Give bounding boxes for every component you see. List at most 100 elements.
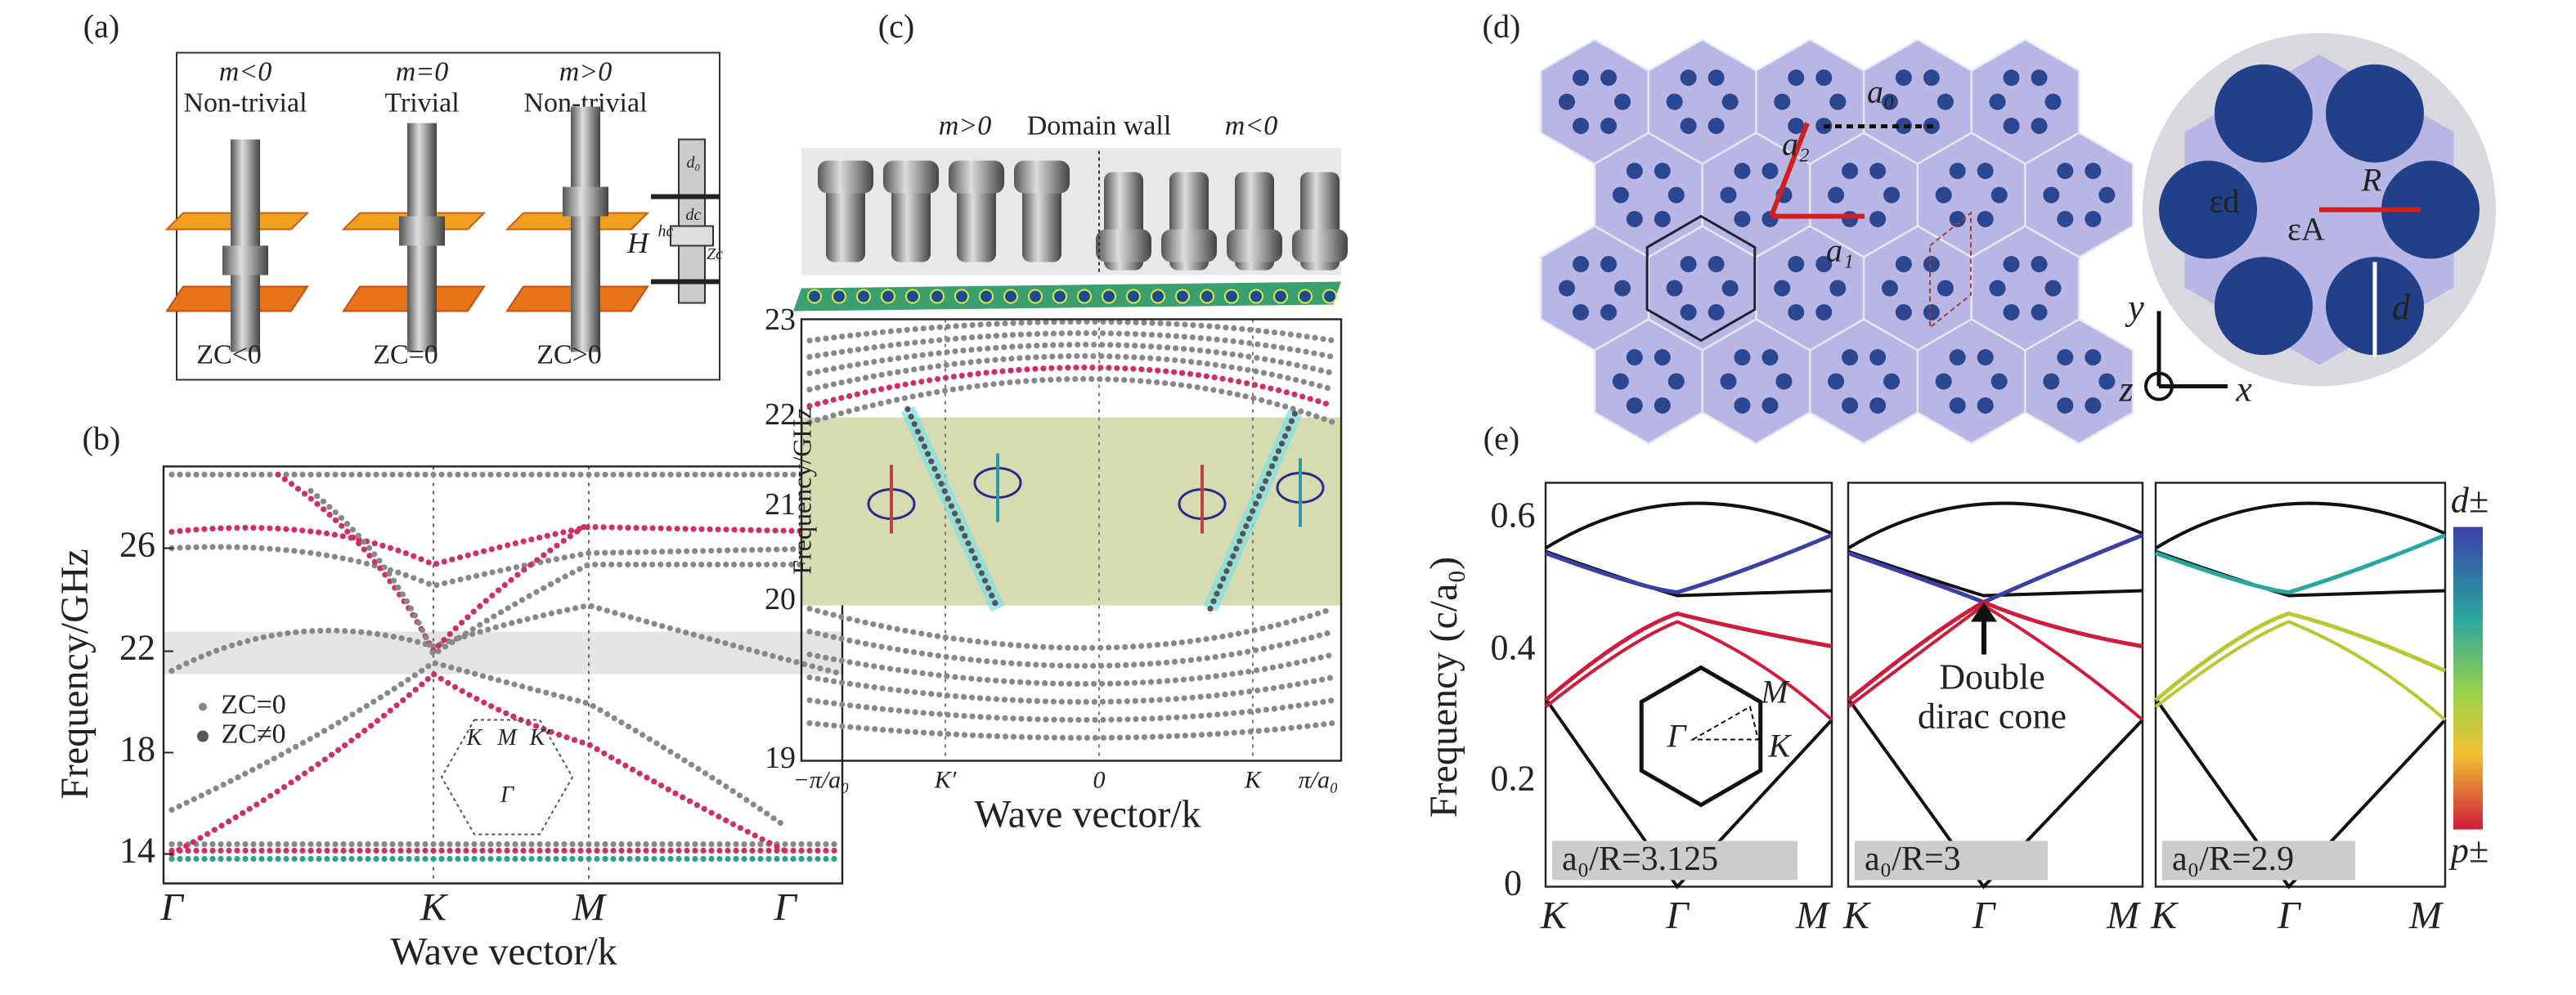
rod-dot xyxy=(2098,373,2116,390)
rod-disk xyxy=(2215,64,2313,163)
band-line xyxy=(1847,599,2143,702)
field-ring xyxy=(807,289,822,304)
rod-dot xyxy=(1720,373,1737,390)
rod-dot xyxy=(1815,256,1833,273)
rod-dot xyxy=(1788,117,1805,134)
inset-label: K′ xyxy=(529,725,551,751)
field-ring xyxy=(832,289,846,304)
strip-label: m<0 xyxy=(1225,110,1278,141)
y-tick-label: 0.2 xyxy=(1491,759,1536,799)
rod-dot xyxy=(1842,163,1859,180)
rod-dot xyxy=(1666,280,1683,297)
y-tick-label: 19 xyxy=(765,741,796,775)
panel-label: (e) xyxy=(1483,420,1519,457)
x-tick-label: Γ xyxy=(1665,894,1690,938)
rod-dot xyxy=(1761,397,1779,414)
band-dots xyxy=(806,651,1336,688)
y-axis-label: Frequency (c/a₀) xyxy=(1422,557,1465,818)
band-dots xyxy=(806,628,1336,670)
rod-dot xyxy=(1573,69,1589,87)
rod-dot xyxy=(2043,186,2060,204)
rod-dot xyxy=(1923,303,1940,320)
y-axis-label: Frequency/GHz xyxy=(787,407,816,574)
band-dots xyxy=(806,364,1336,410)
band-dots xyxy=(168,602,846,678)
rod-dot xyxy=(1829,280,1847,297)
gap-band xyxy=(164,631,842,675)
legend-label: ZC≠0 xyxy=(221,719,285,749)
rod-dot xyxy=(2031,303,2048,320)
panel-label: (d) xyxy=(1483,8,1521,45)
x-tick-label: π/a₀ xyxy=(1299,766,1339,793)
mass-label: m=0 xyxy=(396,56,449,87)
rod-dot xyxy=(2085,349,2102,366)
rod-dot xyxy=(1788,256,1805,273)
rod-dot xyxy=(1600,69,1617,87)
rod-dot xyxy=(1559,93,1575,110)
rod-dot xyxy=(1614,280,1631,297)
rod-dot xyxy=(1881,280,1898,297)
band-dots xyxy=(806,329,1336,361)
x-tick-label: K xyxy=(1244,766,1263,793)
lattice-label: a₂ xyxy=(1782,126,1810,163)
colorbar-label: p± xyxy=(2448,831,2488,871)
cylinder-head xyxy=(1292,229,1348,262)
rod-dot xyxy=(1775,373,1793,390)
rod-dot xyxy=(1935,186,1952,204)
rod-dot xyxy=(1626,210,1643,227)
rod-dot xyxy=(1680,117,1697,134)
rod-disk xyxy=(2215,257,2313,356)
band-line xyxy=(2154,697,2447,890)
inset-label: M xyxy=(1760,674,1790,710)
x-axis-label: Wave vector/k xyxy=(974,793,1200,836)
axes-frame xyxy=(1847,482,2144,888)
y-tick-label: 20 xyxy=(765,582,796,616)
field-ring xyxy=(1003,289,1018,304)
brillouin-zone xyxy=(1639,665,1763,808)
cylinder-head xyxy=(1161,229,1217,262)
subplot-caption: a₀/R=2.9 xyxy=(2172,840,2294,878)
band-dots xyxy=(904,406,1001,612)
rod-dot xyxy=(1977,397,1994,414)
axes-frame xyxy=(800,318,1343,762)
rod-dot xyxy=(1774,93,1791,110)
rod-dot xyxy=(1788,303,1805,320)
mass-label: m>0 xyxy=(559,56,613,87)
inset-label: K xyxy=(466,725,483,751)
band-dots xyxy=(1207,409,1299,612)
zc-label: ZC<0 xyxy=(196,339,262,370)
x-tick-label: M xyxy=(1795,894,1831,938)
rod-dot xyxy=(1815,303,1833,320)
rod-dot xyxy=(2057,349,2074,366)
rod-dot xyxy=(1895,303,1912,320)
rod-dot xyxy=(1788,69,1805,87)
field-ring xyxy=(1151,289,1165,304)
x-tick-label: M xyxy=(2106,894,2142,938)
strip-label: m>0 xyxy=(939,110,992,141)
rod-dot xyxy=(1895,117,1912,134)
rod-dot xyxy=(1895,256,1912,273)
schematic-label: d₀ xyxy=(687,154,701,172)
rod-disk xyxy=(2381,160,2480,259)
rod-dot xyxy=(1815,69,1833,87)
colorbar-label: d± xyxy=(2451,481,2488,521)
rod-dot xyxy=(1654,397,1671,414)
inset-label: K xyxy=(1768,728,1793,764)
x-axis-label: Wave vector/k xyxy=(390,930,617,974)
annotation: Double xyxy=(1939,657,2045,697)
rod-dot xyxy=(1708,303,1725,320)
y-tick-label: 26 xyxy=(119,525,155,565)
rod-dot xyxy=(2085,397,2102,414)
rod-disk xyxy=(2326,64,2424,163)
rod-dot xyxy=(1936,93,1954,110)
rod-collar xyxy=(222,245,268,276)
x-tick-label: 0 xyxy=(1093,766,1106,793)
lattice-label: a₁ xyxy=(1826,232,1854,269)
rod-dot xyxy=(1761,163,1779,180)
axis-label: y xyxy=(2125,288,2144,328)
rod-dot xyxy=(1680,303,1697,320)
cylinder-head xyxy=(1227,229,1282,262)
brillouin-zone xyxy=(440,719,574,836)
band-line xyxy=(1544,501,1833,550)
